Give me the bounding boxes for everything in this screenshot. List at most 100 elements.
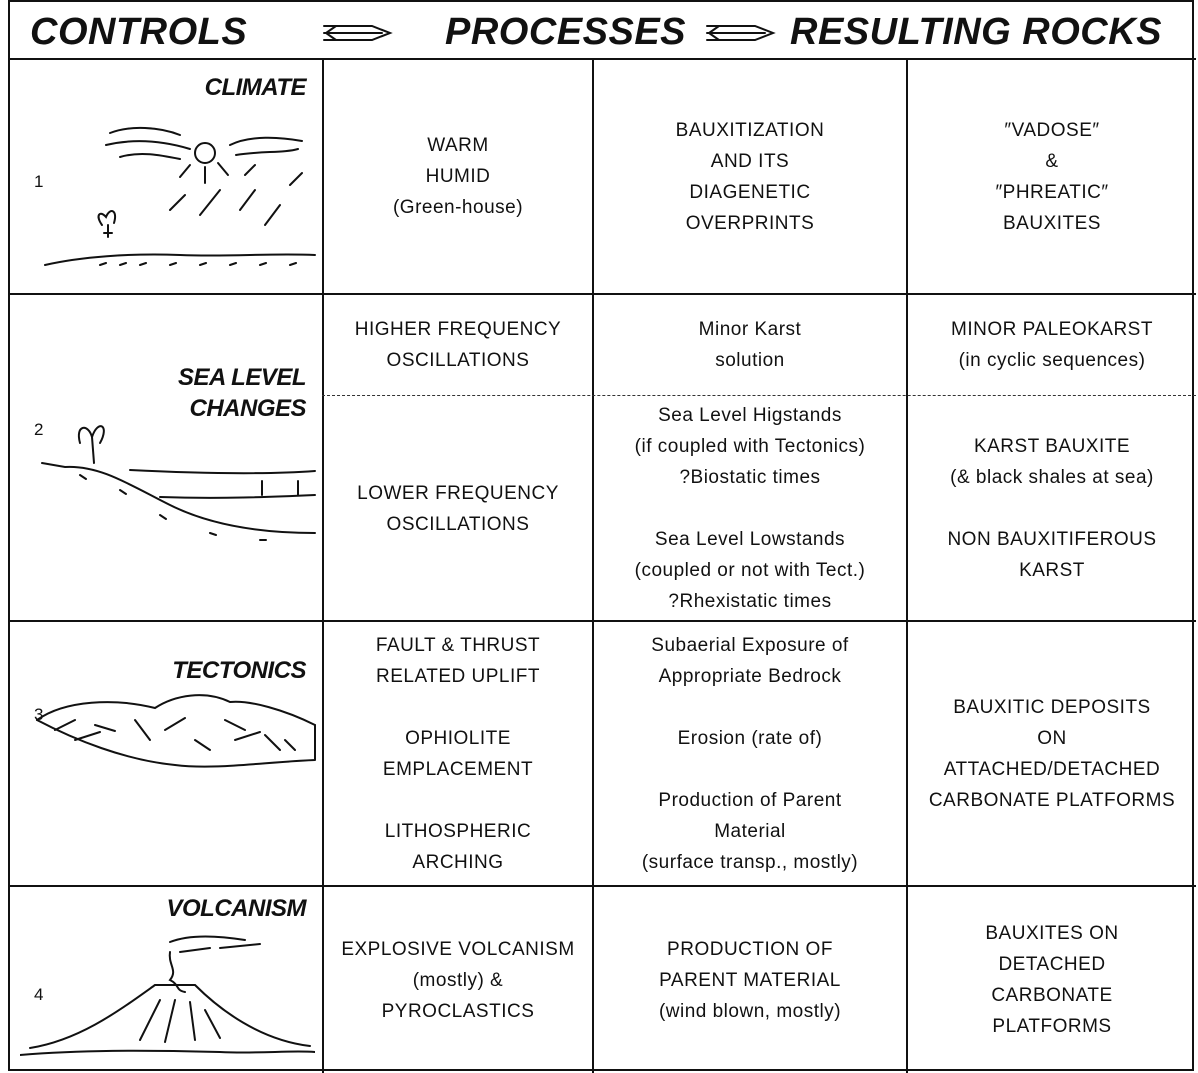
text-line: EXPLOSIVE VOLCANISM	[341, 938, 575, 960]
control-line: CHANGES	[189, 395, 306, 422]
text-line: ″VADOSE″	[1004, 119, 1100, 141]
control-title: TECTONICS	[172, 655, 306, 686]
text-line: (in cyclic sequences)	[958, 350, 1146, 371]
text-group: Erosion (rate of)	[678, 723, 823, 754]
text-group: HIGHER FREQUENCY OSCILLATIONS	[355, 314, 561, 376]
text-group: Minor Karst solution	[699, 314, 802, 376]
text-line: RELATED UPLIFT	[376, 665, 540, 687]
text-line: BAUXITIZATION	[675, 119, 825, 141]
factors-cell: HIGHER FREQUENCY OSCILLATIONS	[324, 295, 592, 395]
dashed-divider	[322, 395, 1196, 396]
text-line: WARM	[427, 135, 489, 156]
text-line: Erosion (rate of)	[677, 727, 823, 749]
results-cell: MINOR PALEOKARST (in cyclic sequences)	[908, 295, 1196, 395]
text-group: FAULT & THRUST RELATED UPLIFT	[376, 630, 540, 692]
arrow	[706, 25, 776, 41]
text-line: ″PHREATIC″	[995, 181, 1109, 203]
factors-cell: LOWER FREQUENCY OSCILLATIONS	[324, 397, 592, 620]
text-line: (Green-house)	[392, 197, 524, 218]
row-line	[8, 885, 1196, 887]
text-line: LITHOSPHERIC	[384, 820, 532, 842]
frame	[8, 0, 1194, 1071]
text-line: PLATFORMS	[992, 1016, 1112, 1037]
row-line	[8, 293, 1196, 295]
processes-cell: Subaerial Exposure of Appropriate Bedrock…	[594, 622, 906, 885]
text-line: HIGHER FREQUENCY	[354, 319, 562, 340]
tectonics-sketch	[36, 694, 316, 768]
text-line: (& black shales at sea)	[950, 467, 1154, 488]
processes-cell: Minor Karst solution	[594, 295, 906, 395]
text-line: DETACHED	[998, 954, 1106, 975]
text-line: Material	[714, 820, 786, 842]
column-line	[322, 58, 324, 1073]
control-line: CLIMATE	[204, 74, 307, 101]
control-title: VOLCANISM	[167, 893, 307, 924]
text-group: NON BAUXITIFEROUS KARST	[947, 524, 1156, 586]
text-group: PRODUCTION OF PARENT MATERIAL (wind blown,…	[659, 934, 841, 1027]
row-number: 2	[34, 420, 44, 439]
control-line: VOLCANISM	[166, 895, 307, 922]
row-line	[8, 620, 1196, 622]
control-line: TECTONICS	[172, 657, 306, 684]
text-line: (wind blown, mostly)	[658, 1000, 842, 1022]
control-title: SEA LEVEL CHANGES	[178, 362, 306, 424]
text-line: (surface transp., mostly)	[641, 851, 859, 873]
text-group: Sea Level Higstands (if coupled with Tect…	[635, 400, 866, 493]
text-group: BAUXITES ON DETACHED CARBONATE PLATFORMS	[985, 918, 1118, 1042]
text-line: BAUXITES ON	[985, 923, 1119, 944]
text-group: Subaerial Exposure of Appropriate Bedrock	[651, 630, 848, 692]
text-line: OPHIOLITE	[405, 727, 511, 749]
text-line: BAUXITES	[1003, 212, 1101, 234]
text-line: PARENT MATERIAL	[659, 969, 841, 991]
text-group: OPHIOLITE EMPLACEMENT	[383, 723, 533, 785]
text-line: (mostly) &	[412, 969, 504, 991]
text-group: EXPLOSIVE VOLCANISM (mostly) & PYROCLASTIC…	[341, 934, 574, 1027]
text-group: Sea Level Lowstands (coupled or not with …	[635, 524, 866, 617]
column-line	[906, 58, 908, 1073]
text-group: LITHOSPHERIC ARCHING	[385, 816, 531, 878]
header-results: RESULTING ROCKS	[790, 11, 1163, 53]
text-line: &	[1045, 150, 1059, 172]
results-cell: BAUXITES ON DETACHED CARBONATE PLATFORMS	[908, 887, 1196, 1073]
text-line: (if coupled with Tectonics)	[634, 436, 866, 457]
processes-cell: Sea Level Higstands (if coupled with Tect…	[594, 397, 906, 620]
text-line: Production of Parent	[658, 789, 842, 811]
sea-level-sketch	[41, 425, 316, 541]
text-line: PRODUCTION OF	[667, 938, 833, 960]
text-line: solution	[715, 350, 785, 371]
text-group: KARST BAUXITE (& black shales at sea)	[950, 431, 1154, 493]
text-line: ?Biostatic times	[679, 467, 821, 488]
header-controls: CONTROLS	[30, 11, 248, 53]
text-line: Sea Level Lowstands	[654, 529, 846, 550]
text-group: MINOR PALEOKARST (in cyclic sequences)	[951, 314, 1153, 376]
volcanism-sketch	[20, 935, 315, 1056]
text-line: Minor Karst	[698, 319, 802, 340]
control-title: CLIMATE	[204, 72, 307, 103]
text-line: MINOR PALEOKARST	[951, 319, 1153, 340]
processes-cell: PRODUCTION OF PARENT MATERIAL (wind blown,…	[594, 887, 906, 1073]
text-line: Sea Level Higstands	[658, 405, 842, 426]
text-group: WARM HUMID (Green-house)	[393, 130, 523, 223]
text-line: OSCILLATIONS	[386, 350, 530, 371]
results-cell: BAUXITIC DEPOSITS ON ATTACHED/DETACHED CARB…	[908, 622, 1196, 885]
text-line: (coupled or not with Tect.)	[634, 560, 866, 581]
column-line	[592, 58, 594, 1073]
climate-sketch	[44, 126, 316, 266]
results-cell: KARST BAUXITE (& black shales at sea) NON …	[908, 397, 1196, 620]
row-line	[8, 58, 1196, 60]
text-line: Subaerial Exposure of	[651, 634, 849, 656]
text-line: LOWER FREQUENCY	[357, 482, 559, 504]
text-line: AND ITS	[710, 150, 790, 172]
text-line: Appropriate Bedrock	[658, 665, 842, 687]
row-number: 3	[34, 705, 44, 724]
text-group: BAUXITIC DEPOSITS ON ATTACHED/DETACHED CARB…	[929, 692, 1175, 816]
text-line: OSCILLATIONS	[386, 513, 530, 535]
text-line: BAUXITIC DEPOSITS	[953, 696, 1151, 718]
text-line: DIAGENETIC	[689, 181, 811, 203]
text-line: CARBONATE PLATFORMS	[928, 789, 1176, 811]
row-number: 1	[34, 172, 44, 191]
factors-cell: WARM HUMID (Green-house)	[324, 60, 592, 293]
text-line: CARBONATE	[991, 985, 1113, 1006]
text-line: EMPLACEMENT	[382, 758, 534, 780]
